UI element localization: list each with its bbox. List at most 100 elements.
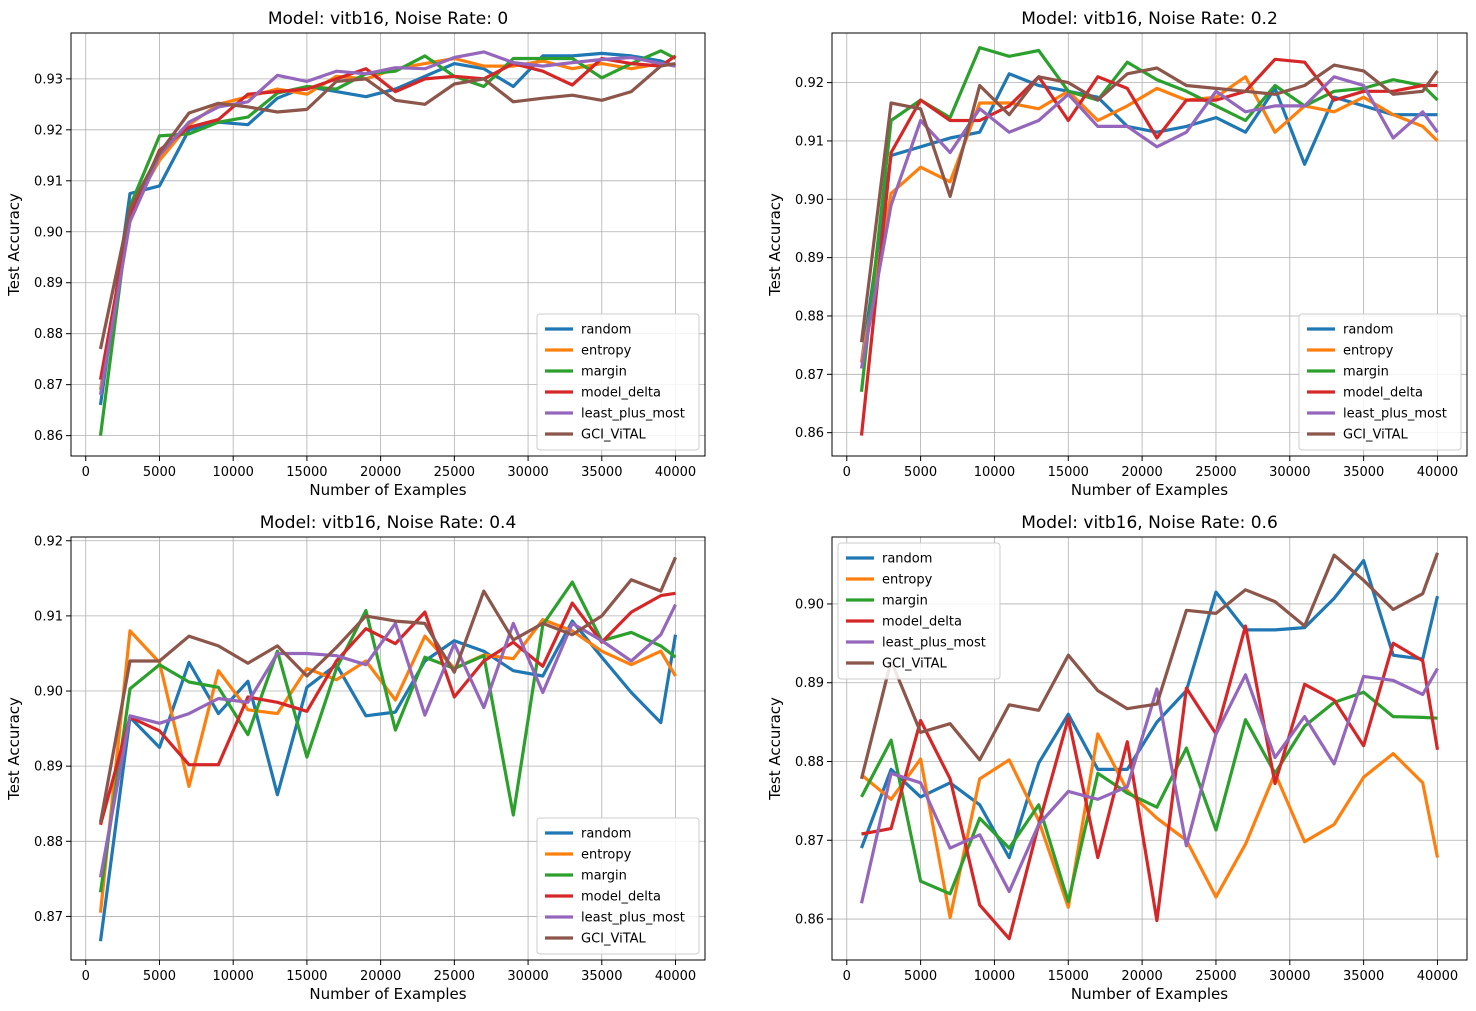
x-tick-label: 30000 — [507, 969, 548, 984]
y-tick-label: 0.88 — [34, 835, 63, 850]
axes-frame — [831, 536, 1468, 961]
legend-entry-least_plus_most: least_plus_most — [1343, 407, 1447, 422]
legend-entry-least_plus_most: least_plus_most — [581, 911, 685, 926]
y-tick-label: 0.88 — [795, 309, 824, 324]
x-tick-label: 10000 — [213, 969, 254, 984]
legend-entry-least_plus_most: least_plus_most — [581, 407, 685, 422]
x-tick-label: 5000 — [143, 465, 176, 480]
y-tick-label: 0.87 — [795, 834, 824, 849]
x-axis-label: Number of Examples — [309, 481, 466, 499]
legend-entry-model_delta: model_delta — [581, 386, 661, 401]
chart-title: Model: vitb16, Noise Rate: 0.2 — [1021, 9, 1278, 29]
series-line-GCI_ViTAL — [98, 556, 677, 823]
legend: random entropy margin model_delta least_plus… — [536, 817, 700, 955]
legend-entry-model_delta: model_delta — [1343, 386, 1423, 401]
x-tick-label: 25000 — [434, 465, 475, 480]
y-tick-label: 0.91 — [34, 174, 63, 189]
y-tick-label: 0.89 — [34, 760, 63, 775]
x-tick-label: 20000 — [1121, 969, 1162, 984]
legend-entry-random: random — [581, 323, 631, 338]
series-line-least_plus_most — [98, 50, 676, 396]
x-tick-label: 15000 — [286, 465, 327, 480]
series-line-entropy — [98, 617, 677, 913]
x-tick-label: 10000 — [213, 465, 254, 480]
chart-panel-2: 0 5000 10000 15000 20000 25000 30000 35000 40000… — [5, 513, 706, 1003]
y-tick-label: 0.92 — [34, 123, 63, 138]
y-tick-label: 0.89 — [34, 276, 63, 291]
legend-entry-margin: margin — [1343, 365, 1389, 380]
legend-entry-random: random — [1343, 323, 1393, 338]
x-tick-label: 10000 — [974, 969, 1015, 984]
legend-entry-GCI_ViTAL: GCI_ViTAL — [581, 428, 647, 443]
x-tick-label: 40000 — [655, 465, 696, 480]
x-tick-label: 0 — [843, 969, 851, 984]
series-line-least_plus_most — [859, 75, 1439, 369]
x-axis-label: Number of Examples — [1071, 985, 1228, 1003]
legend-entry-least_plus_most: least_plus_most — [882, 636, 986, 651]
x-tick-label: 5000 — [904, 969, 937, 984]
y-tick-label: 0.87 — [795, 368, 824, 383]
chart-title: Model: vitb16, Noise Rate: 0 — [268, 9, 508, 29]
chart-panel-3: 0 5000 10000 15000 20000 25000 30000 35000 40000… — [766, 513, 1468, 1003]
y-tick-label: 0.91 — [795, 134, 824, 149]
series-line-model_delta — [859, 57, 1438, 436]
y-tick-label: 0.88 — [34, 327, 63, 342]
legend-box — [536, 313, 700, 451]
x-tick-label: 15000 — [1048, 465, 1089, 480]
x-tick-label: 25000 — [434, 969, 475, 984]
legend-entry-entropy: entropy — [1343, 344, 1394, 359]
y-tick-label: 0.88 — [795, 755, 824, 770]
legend-entry-margin: margin — [882, 594, 928, 609]
y-tick-label: 0.93 — [34, 72, 63, 87]
chart-panel-1: 0 5000 10000 15000 20000 25000 30000 35000 40000… — [766, 9, 1468, 499]
legend-box — [1298, 313, 1462, 451]
y-tick-label: 0.90 — [34, 225, 63, 240]
axes-frame — [831, 32, 1468, 457]
x-tick-label: 20000 — [360, 969, 401, 984]
legend-entry-model_delta: model_delta — [882, 615, 962, 630]
legend: random entropy margin model_delta least_plus… — [837, 542, 1001, 680]
x-tick-label: 30000 — [1269, 465, 1310, 480]
x-tick-label: 0 — [82, 969, 90, 984]
x-axis-label: Number of Examples — [309, 985, 466, 1003]
legend-entry-margin: margin — [581, 365, 627, 380]
series-line-GCI_ViTAL — [859, 63, 1439, 343]
legend-entry-model_delta: model_delta — [581, 890, 661, 905]
series-line-least_plus_most — [859, 667, 1439, 904]
y-tick-label: 0.89 — [795, 676, 824, 691]
legend-entry-entropy: entropy — [581, 344, 632, 359]
x-tick-label: 40000 — [1417, 969, 1458, 984]
axes-frame — [70, 32, 706, 457]
x-tick-label: 40000 — [655, 969, 696, 984]
y-tick-label: 0.86 — [795, 913, 824, 928]
x-axis-label: Number of Examples — [1071, 481, 1228, 499]
legend-entry-margin: margin — [581, 869, 627, 884]
x-tick-label: 20000 — [360, 465, 401, 480]
y-axis-label: Test Accuracy — [766, 193, 784, 297]
x-tick-label: 30000 — [507, 465, 548, 480]
series-line-least_plus_most — [98, 603, 677, 878]
legend-entry-entropy: entropy — [882, 573, 933, 588]
y-axis-label: Test Accuracy — [5, 193, 23, 297]
series-line-random — [98, 51, 677, 406]
x-tick-label: 30000 — [1269, 969, 1310, 984]
y-tick-label: 0.86 — [795, 426, 824, 441]
y-tick-label: 0.89 — [795, 251, 824, 266]
y-tick-label: 0.90 — [795, 597, 824, 612]
axes-frame — [70, 536, 706, 961]
y-axis-label: Test Accuracy — [5, 697, 23, 801]
y-tick-label: 0.86 — [34, 429, 63, 444]
legend: random entropy margin model_delta least_plus… — [1298, 313, 1462, 451]
series-line-margin — [860, 690, 1438, 904]
legend: random entropy margin model_delta least_plus… — [536, 313, 700, 451]
x-tick-label: 35000 — [581, 969, 622, 984]
x-tick-label: 35000 — [1343, 465, 1384, 480]
legend-entry-GCI_ViTAL: GCI_ViTAL — [1343, 428, 1409, 443]
y-tick-label: 0.87 — [34, 378, 63, 393]
x-tick-label: 5000 — [143, 969, 176, 984]
x-tick-label: 25000 — [1195, 969, 1236, 984]
series-line-margin — [859, 45, 1439, 392]
y-tick-label: 0.92 — [795, 76, 824, 91]
x-tick-label: 35000 — [581, 465, 622, 480]
chart-title: Model: vitb16, Noise Rate: 0.6 — [1021, 513, 1278, 533]
